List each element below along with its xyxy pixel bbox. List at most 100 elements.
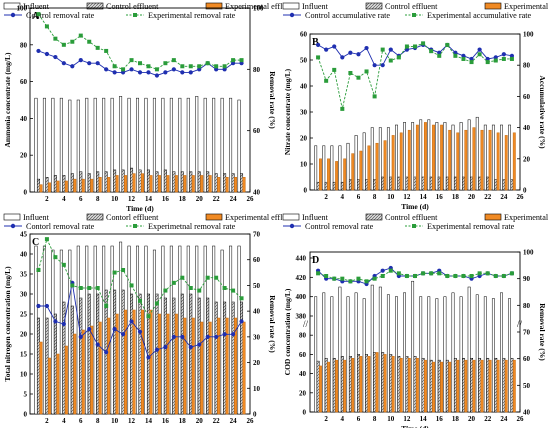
bar-influent — [427, 119, 431, 191]
legend-influent-swatch — [3, 213, 21, 221]
bar-experimental-effluent — [149, 309, 153, 415]
bar-control-effluent — [429, 359, 433, 413]
bar-experimental-effluent — [64, 345, 68, 415]
control-rate-point — [180, 334, 185, 339]
control-rate-point — [222, 332, 227, 337]
x-tick-label: 24 — [500, 193, 508, 201]
bar-control-effluent — [214, 301, 218, 415]
bar-control-effluent — [373, 179, 377, 191]
y-tick-label: 10 — [20, 371, 28, 379]
y-tick-label: 400 — [296, 293, 307, 301]
bar-experimental-effluent — [327, 158, 330, 191]
experimental-rate-point — [485, 271, 490, 276]
bar-control-effluent — [231, 173, 235, 193]
y2-tick-label: 0 — [253, 411, 257, 419]
bar-influent — [403, 292, 406, 413]
bar-control-effluent — [478, 357, 482, 413]
y-tick-label: 20 — [20, 152, 28, 160]
experimental-rate-point — [477, 52, 482, 57]
experimental-rate-point — [324, 78, 329, 83]
bar-influent — [144, 245, 148, 415]
bar-control-effluent — [381, 352, 385, 413]
axis-break-right: // — [517, 319, 523, 329]
bar-experimental-effluent — [448, 361, 452, 413]
y-tick-label: 100 — [17, 5, 28, 13]
bar-experimental-effluent — [98, 177, 102, 193]
bar-control-effluent — [240, 173, 244, 193]
panel-label: A — [32, 11, 40, 22]
panel-c: Influent Contorl effluent Experimental eff… — [3, 213, 297, 428]
control-rate-point — [171, 334, 176, 339]
x-tick-label: 8 — [373, 415, 377, 423]
bar-influent — [195, 245, 199, 415]
bar-experimental-effluent — [90, 178, 94, 193]
x-tick-label: 12 — [403, 193, 411, 201]
experimental-rate-point — [469, 60, 474, 65]
bar-experimental-effluent — [399, 132, 403, 191]
x-tick-label: 26 — [517, 193, 525, 201]
bar-influent — [451, 124, 455, 191]
x-tick-label: 2 — [45, 417, 49, 425]
bar-control-effluent — [437, 359, 441, 413]
experimental-rate-point — [95, 45, 100, 50]
panel-b: Influent Control effluent Experimental eff… — [282, 2, 550, 211]
bar-experimental-effluent — [234, 177, 238, 193]
experimental-rate-point — [324, 274, 329, 278]
experimental-rate-point — [78, 286, 83, 290]
bar-control-effluent — [413, 176, 417, 191]
experimental-rate-point — [222, 286, 227, 290]
x-tick-label: 6 — [79, 417, 83, 425]
bar-influent — [475, 294, 479, 413]
y-tick-label: 40 — [20, 251, 28, 259]
y-axis-label: Ammonia concentrate (mg/L) — [3, 52, 12, 147]
control-rate-point — [104, 67, 109, 72]
bar-influent — [411, 122, 415, 191]
experimental-rate-point — [348, 279, 353, 284]
experimental-rate-point — [372, 94, 377, 99]
bar-experimental-effluent — [351, 357, 355, 413]
x-tick-label: 20 — [196, 417, 204, 425]
experimental-rate-point — [61, 42, 66, 47]
bar-experimental-effluent — [464, 359, 468, 413]
control-rate-point — [493, 55, 498, 60]
bar-influent — [178, 245, 182, 415]
experimental-rate-point — [509, 271, 514, 276]
bar-influent — [330, 296, 334, 413]
bar-experimental-effluent — [225, 177, 229, 193]
bar-influent — [169, 245, 173, 415]
bar-influent — [68, 249, 72, 415]
x-tick-label: 26 — [247, 417, 255, 425]
y-tick-label: 30 — [20, 291, 28, 299]
bar-influent — [119, 241, 123, 415]
bar-experimental-effluent — [456, 359, 460, 413]
experimental-rate-point — [146, 64, 151, 69]
experimental-rate-point — [388, 268, 393, 273]
experimental-rate-point — [146, 314, 151, 319]
bar-control-effluent — [87, 293, 91, 415]
experimental-rate-point — [509, 56, 514, 61]
bar-influent — [59, 249, 63, 415]
control-rate-point — [78, 334, 83, 339]
experimental-rate-point — [129, 58, 134, 63]
bar-control-effluent — [163, 169, 167, 193]
legend-experimental-effluent-label: Experimental effluent — [504, 213, 550, 222]
bar-control-effluent — [104, 171, 108, 193]
y2-axis-label: Removal rate (%) — [268, 71, 277, 129]
x-tick-label: 16 — [436, 193, 444, 201]
x-axis-label: Time (d) — [401, 202, 429, 211]
bar-control-effluent — [96, 293, 100, 415]
bar-control-effluent — [223, 301, 227, 415]
bar-experimental-effluent — [47, 182, 51, 193]
y-tick-label: 20 — [300, 135, 308, 143]
bar-experimental-effluent — [191, 317, 195, 415]
bar-experimental-effluent — [359, 356, 363, 413]
control-rate-point — [230, 61, 236, 66]
bar-influent — [178, 97, 182, 193]
control-rate-point — [364, 45, 369, 51]
bar-control-effluent — [381, 176, 385, 191]
control-rate-point — [180, 70, 185, 75]
experimental-rate-point — [154, 301, 159, 306]
control-rate-point — [146, 355, 151, 360]
bar-control-effluent — [113, 289, 117, 415]
bar-experimental-effluent — [383, 354, 387, 413]
